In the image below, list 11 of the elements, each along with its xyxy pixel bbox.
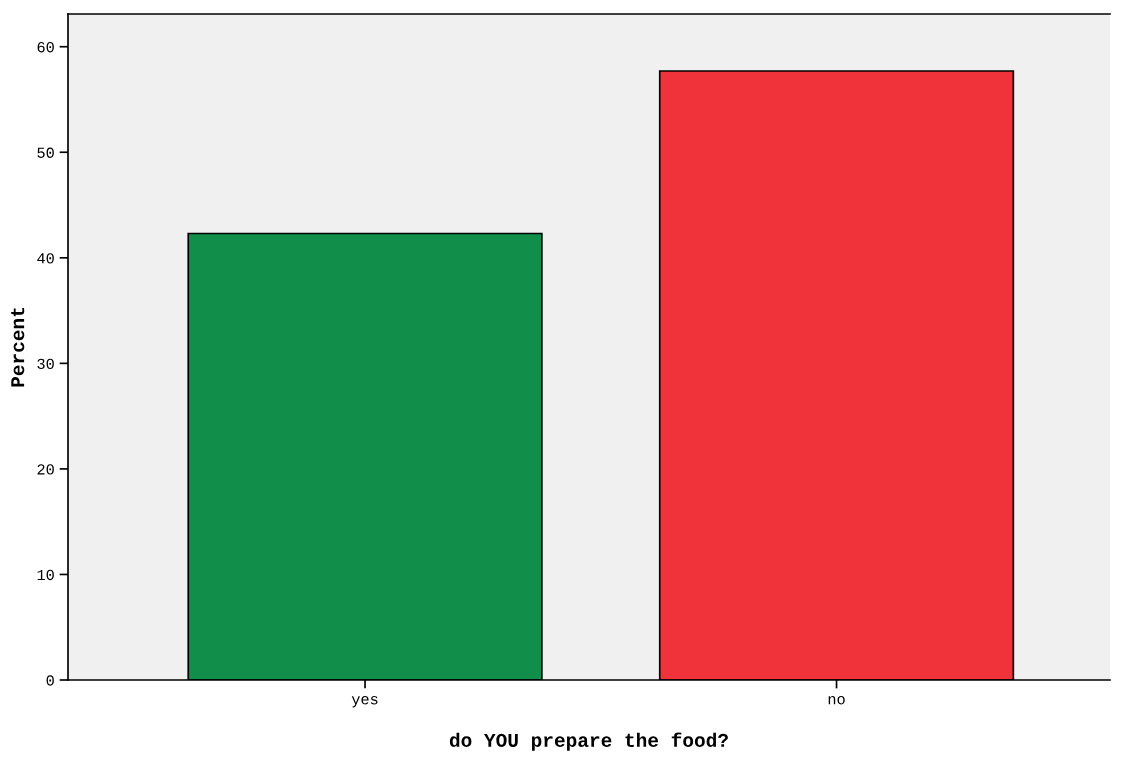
x-tick-label: no — [828, 696, 845, 705]
y-tick-label: 40 — [37, 253, 54, 264]
y-axis-title: Percent — [11, 308, 25, 387]
y-tick-label: 20 — [37, 464, 54, 475]
x-tick-label: yes — [351, 696, 378, 708]
y-tick-label: 60 — [37, 42, 54, 53]
y-tick-label: 10 — [37, 569, 54, 581]
x-axis-title: do YOU prepare the food? — [449, 732, 728, 751]
y-tick-label: 0 — [46, 675, 54, 686]
y-tick-label: 50 — [37, 147, 54, 158]
y-tick-label: 30 — [37, 358, 54, 370]
